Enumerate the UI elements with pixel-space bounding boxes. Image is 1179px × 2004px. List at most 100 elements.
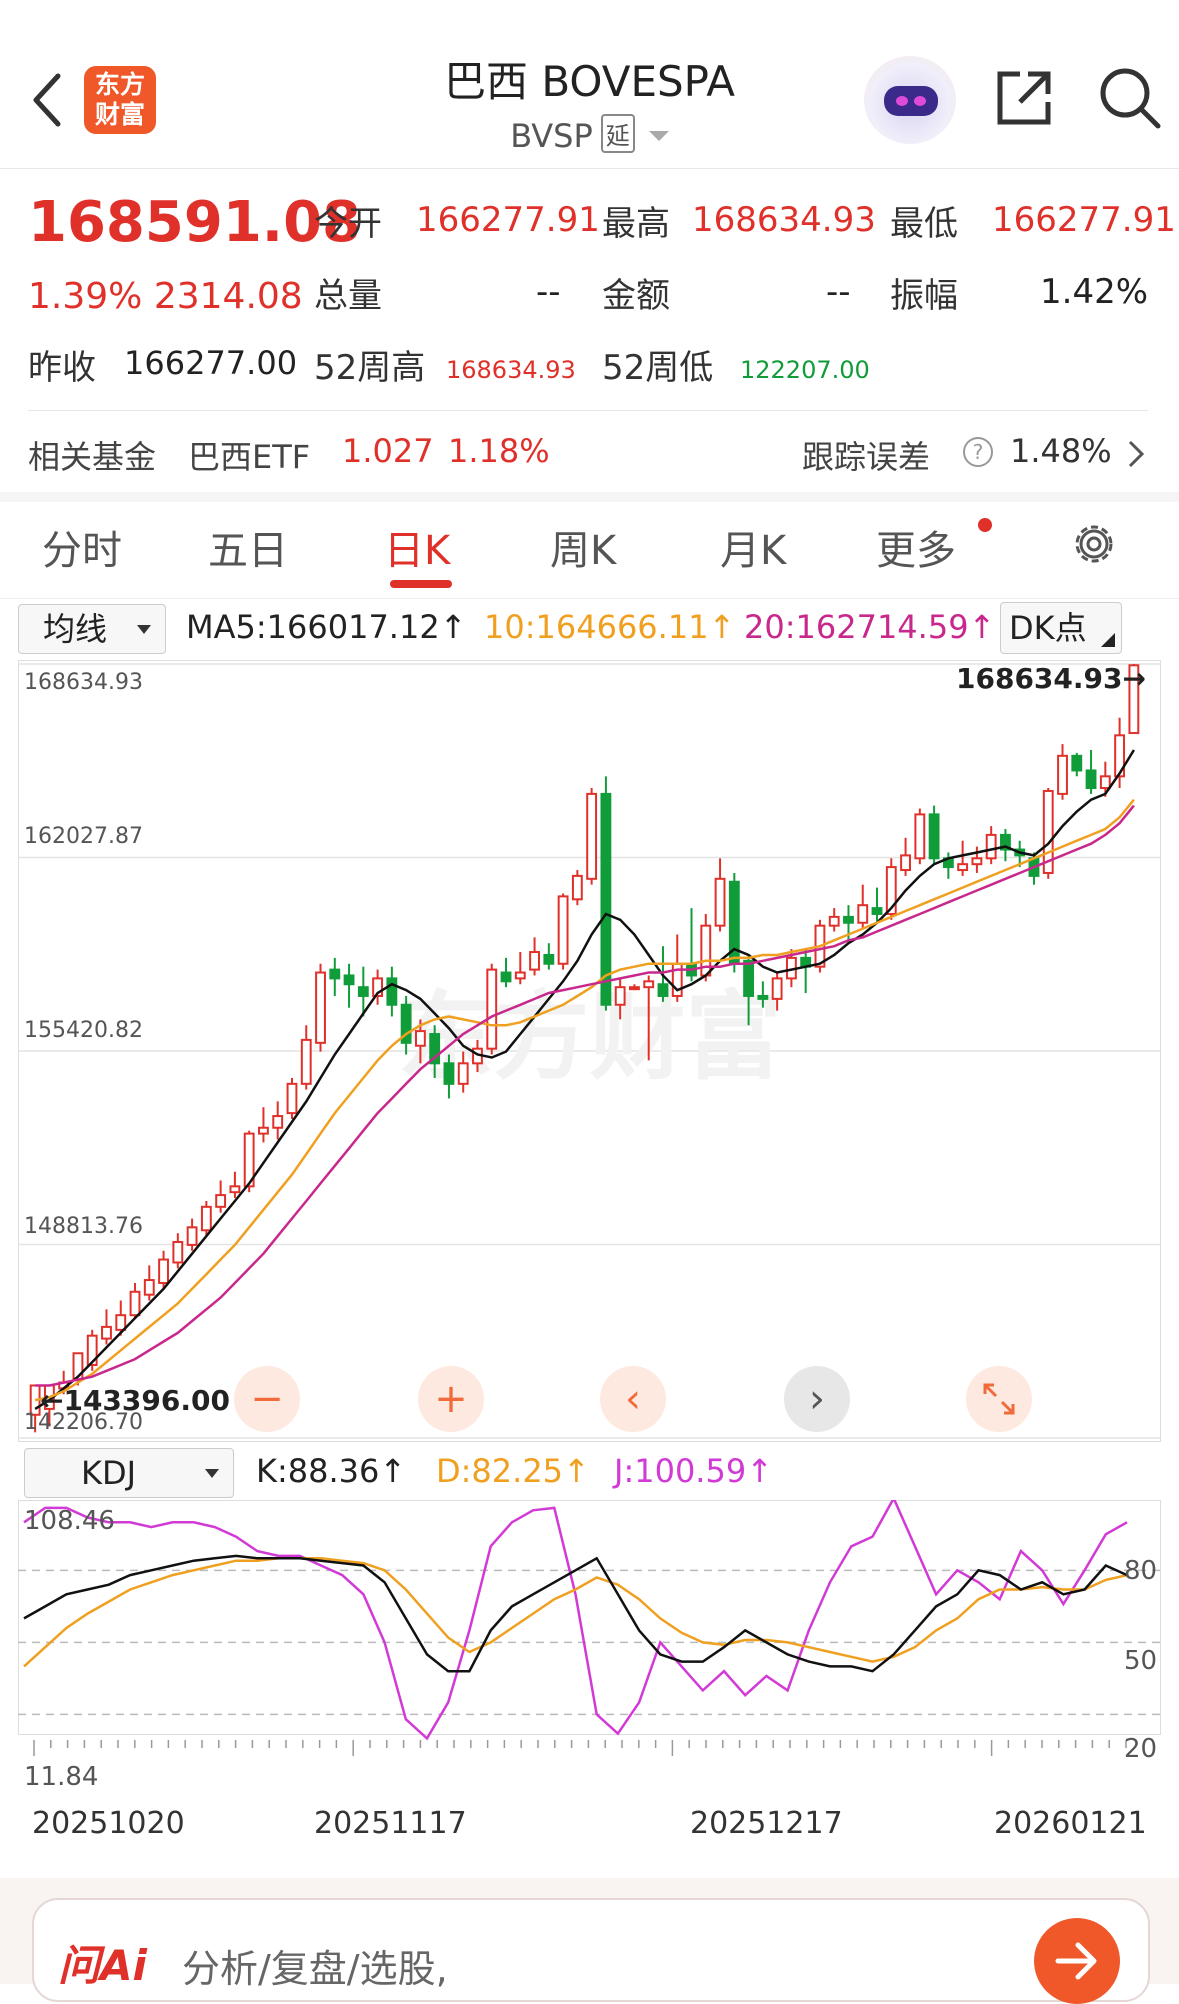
zoom-in-button[interactable]: +	[418, 1366, 484, 1432]
week52-high-label: 52周高	[314, 348, 426, 388]
amplitude-value: 1.42%	[1040, 272, 1149, 312]
candle-body	[129, 1290, 141, 1317]
tab-five-day[interactable]: 五日	[208, 528, 288, 574]
logo-text-2: 财富	[94, 100, 145, 129]
ma10-line	[34, 798, 1135, 1402]
candle-body	[529, 951, 540, 971]
candle-body	[372, 977, 384, 997]
y-tick-5: 142206.70	[24, 1410, 143, 1435]
d-value: D:82.25↑	[436, 1452, 590, 1490]
kdj-select[interactable]: KDJ	[24, 1448, 234, 1498]
ma5-line	[34, 749, 1135, 1410]
dk-point-button[interactable]: DK点	[1000, 602, 1122, 654]
candle-body	[500, 971, 512, 983]
candle-body	[586, 792, 598, 880]
x-label-2: 20251117	[314, 1806, 467, 1841]
y-tick-3: 155420.82	[24, 1018, 143, 1043]
kdj-level-20: 20	[1124, 1734, 1158, 1764]
tab-monthly-k[interactable]: 月K	[720, 528, 787, 574]
candle-body	[443, 1062, 455, 1085]
candle-body	[1042, 789, 1054, 874]
prev-close-value: 166277.00	[124, 344, 298, 382]
candle-body	[400, 1003, 412, 1044]
candle-body	[657, 983, 669, 997]
index-code-selector[interactable]: BVSP 延	[0, 114, 1179, 155]
candle-body	[357, 986, 369, 997]
min-price-value: 143396.00	[63, 1384, 230, 1417]
kdj-chart[interactable]	[18, 1500, 1161, 1794]
candle-body	[914, 813, 926, 860]
candle-body	[971, 857, 983, 866]
candle-body	[1000, 833, 1011, 851]
x-label-4: 20260121	[994, 1806, 1147, 1841]
help-icon[interactable]: ?	[962, 436, 994, 468]
share-icon[interactable]	[992, 66, 1056, 130]
gear-icon[interactable]	[1068, 518, 1120, 570]
candle-body	[101, 1325, 112, 1340]
ma10-value: 10:164666.11↑	[484, 608, 736, 646]
robot-face-icon	[884, 86, 938, 116]
candle-body	[1128, 664, 1140, 735]
ai-robot-avatar[interactable]	[864, 56, 956, 144]
page-title: 巴西 BOVESPA	[443, 57, 736, 106]
candle-body	[1071, 754, 1083, 772]
eastmoney-logo: 东方 财富	[84, 66, 156, 134]
kdj-j-line	[23, 1500, 1128, 1741]
candle-body	[743, 959, 755, 997]
candle-body	[557, 895, 569, 965]
candle-body	[286, 1082, 298, 1115]
arrow-right-icon	[1055, 1942, 1097, 1980]
candle-body	[486, 968, 498, 1050]
y-tick-1: 168634.93	[24, 670, 143, 695]
notification-dot	[978, 518, 992, 532]
ai-input-placeholder[interactable]: 分析/复盘/选股,	[182, 1947, 448, 1991]
indicator-select[interactable]: 均线	[18, 604, 166, 654]
tab-weekly-k[interactable]: 周K	[550, 528, 617, 574]
amplitude-label: 振幅	[890, 276, 958, 316]
tab-intraday[interactable]: 分时	[42, 528, 122, 574]
fund-name: 巴西ETF	[188, 438, 311, 476]
y-tick-4: 148813.76	[24, 1214, 143, 1239]
kdj-level-80: 80	[1124, 1556, 1158, 1586]
candle-body	[414, 1030, 426, 1047]
price-change: 1.39% 2314.08	[28, 276, 303, 317]
week52-low-label: 52周低	[602, 348, 714, 388]
candle-body	[757, 994, 769, 1000]
dropdown-icon	[137, 625, 151, 634]
index-code: BVSP	[510, 117, 593, 155]
candlestick-chart[interactable]: 东方财富	[18, 660, 1161, 1442]
candle-body	[457, 1062, 469, 1085]
kdj-k-line	[23, 1554, 1128, 1673]
change-value: 2314.08	[153, 276, 303, 317]
related-fund-row[interactable]: 相关基金 巴西ETF 1.027 1.18% 跟踪误差 ? 1.48%	[0, 420, 1179, 486]
search-icon[interactable]	[1096, 64, 1162, 130]
candle-body	[985, 833, 997, 860]
pan-left-button[interactable]: ‹	[600, 1366, 666, 1432]
tracking-error-value: 1.48%	[1010, 432, 1112, 470]
candle-body	[186, 1226, 198, 1246]
candle-body	[272, 1115, 284, 1129]
dropdown-icon	[205, 1469, 219, 1478]
high-label: 最高	[602, 204, 670, 244]
back-arrow-icon[interactable]	[28, 70, 68, 130]
low-value: 166277.91	[992, 200, 1176, 240]
prev-close-label: 昨收	[28, 348, 96, 388]
ma20-line	[35, 804, 1135, 1387]
amount-value: --	[826, 272, 851, 312]
ai-submit-button[interactable]	[1034, 1918, 1120, 2004]
pan-right-button[interactable]: ›	[784, 1366, 850, 1432]
candle-body	[143, 1279, 155, 1296]
candle-body	[771, 977, 783, 1000]
volume-label: 总量	[314, 276, 382, 316]
volume-value: --	[536, 272, 561, 312]
candle-body	[629, 986, 640, 991]
quote-divider	[28, 410, 1148, 411]
fullscreen-button[interactable]	[966, 1366, 1032, 1432]
tab-more[interactable]: 更多	[876, 528, 956, 574]
tab-daily-k[interactable]: 日K	[384, 528, 451, 574]
candle-body	[300, 1038, 312, 1085]
open-label: 今开	[314, 204, 382, 244]
candle-body	[1057, 754, 1068, 795]
zoom-out-button[interactable]: −	[234, 1366, 300, 1432]
candle-body	[258, 1126, 269, 1135]
